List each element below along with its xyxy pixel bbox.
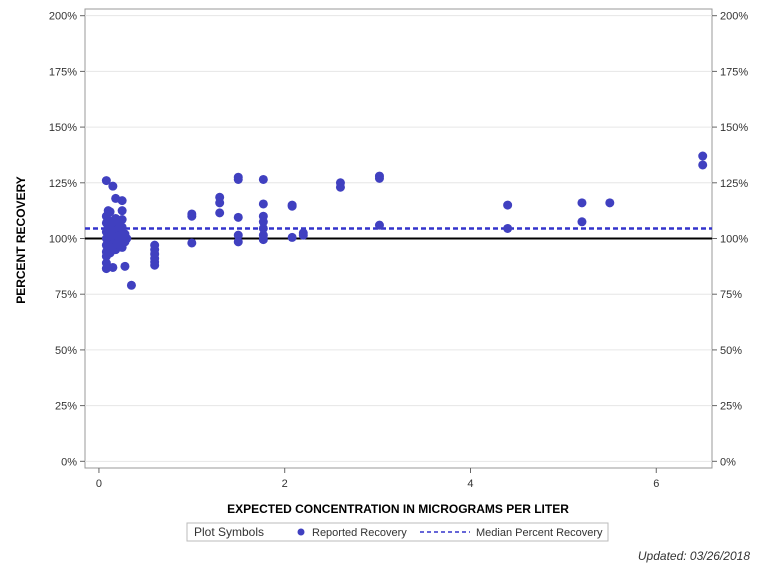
- x-tick-label: 6: [653, 478, 659, 490]
- data-point: [287, 201, 297, 211]
- x-axis-title: EXPECTED CONCENTRATION IN MICROGRAMS PER…: [227, 502, 569, 516]
- x-tick-label: 2: [282, 478, 288, 490]
- y-tick-label-left: 50%: [55, 345, 77, 357]
- data-point: [187, 211, 197, 221]
- data-point: [233, 237, 243, 247]
- data-point: [335, 182, 345, 192]
- reference-lines: [85, 227, 712, 240]
- data-point: [215, 208, 225, 218]
- y-tick-label-right: 100%: [720, 234, 748, 246]
- data-point: [503, 223, 513, 233]
- data-point: [298, 230, 308, 240]
- data-points: [101, 151, 708, 290]
- x-tick-label: 0: [96, 478, 102, 490]
- data-point: [108, 262, 118, 272]
- data-point: [105, 207, 115, 217]
- data-point: [126, 280, 136, 290]
- data-point: [258, 174, 268, 184]
- y-tick-label-right: 75%: [720, 289, 742, 301]
- legend-box: [186, 522, 609, 542]
- y-tick-label-left: 200%: [49, 11, 77, 23]
- data-point: [187, 238, 197, 248]
- data-point: [117, 196, 127, 206]
- y-tick-label-left: 150%: [49, 122, 77, 134]
- data-point: [101, 176, 111, 186]
- data-point: [258, 223, 268, 233]
- legend-title: Plot Symbols: [194, 525, 264, 539]
- data-point: [577, 198, 587, 208]
- data-point: [108, 181, 118, 191]
- legend: Plot Symbols Reported Recovery Median Pe…: [186, 522, 609, 542]
- updated-date: Updated: 03/26/2018: [637, 549, 750, 563]
- y-tick-label-right: 200%: [720, 11, 748, 23]
- grid-lines: [85, 15, 712, 462]
- data-point: [117, 215, 127, 225]
- data-point: [233, 230, 243, 240]
- y-tick-label-left: 125%: [49, 178, 77, 190]
- y-tick-label-right: 175%: [720, 66, 748, 78]
- data-point: [374, 220, 384, 230]
- x-tick-label: 4: [467, 478, 473, 490]
- data-point: [698, 160, 708, 170]
- y-tick-label-right: 150%: [720, 122, 748, 134]
- y-axis-left: 0% 25% 50% 75% 100% 125% 150% 175% 200%: [49, 11, 85, 468]
- y-axis-title: PERCENT RECOVERY: [14, 176, 28, 304]
- data-point: [122, 234, 132, 243]
- data-point: [215, 198, 225, 208]
- data-point: [258, 199, 268, 209]
- data-point: [120, 261, 130, 271]
- data-point: [233, 212, 243, 222]
- y-tick-label-right: 50%: [720, 345, 742, 357]
- y-tick-label-left: 25%: [55, 401, 77, 413]
- y-tick-label-right: 25%: [720, 401, 742, 413]
- legend-point-marker: [297, 528, 305, 536]
- legend-entry-reported-recovery: Reported Recovery: [312, 527, 407, 539]
- data-point: [698, 151, 708, 161]
- y-axis-right: 0% 25% 50% 75% 100% 125% 150% 175% 200%: [712, 11, 748, 468]
- legend-entry-median-percent-recovery: Median Percent Recovery: [476, 527, 603, 539]
- x-axis: 0 2 4 6: [96, 468, 659, 490]
- data-point: [503, 200, 513, 210]
- data-point: [374, 173, 384, 183]
- y-tick-label-left: 75%: [55, 289, 77, 301]
- y-tick-label-right: 125%: [720, 178, 748, 190]
- y-tick-label-left: 175%: [49, 66, 77, 78]
- y-tick-label-left: 0%: [61, 456, 77, 468]
- data-point: [258, 235, 268, 245]
- data-point: [150, 260, 160, 270]
- data-point: [605, 198, 615, 208]
- data-point: [577, 217, 587, 227]
- data-point: [233, 174, 243, 184]
- data-point: [287, 232, 297, 242]
- data-point: [117, 206, 127, 216]
- data-point: [258, 217, 268, 227]
- y-tick-label-left: 100%: [49, 234, 77, 246]
- y-tick-label-right: 0%: [720, 456, 736, 468]
